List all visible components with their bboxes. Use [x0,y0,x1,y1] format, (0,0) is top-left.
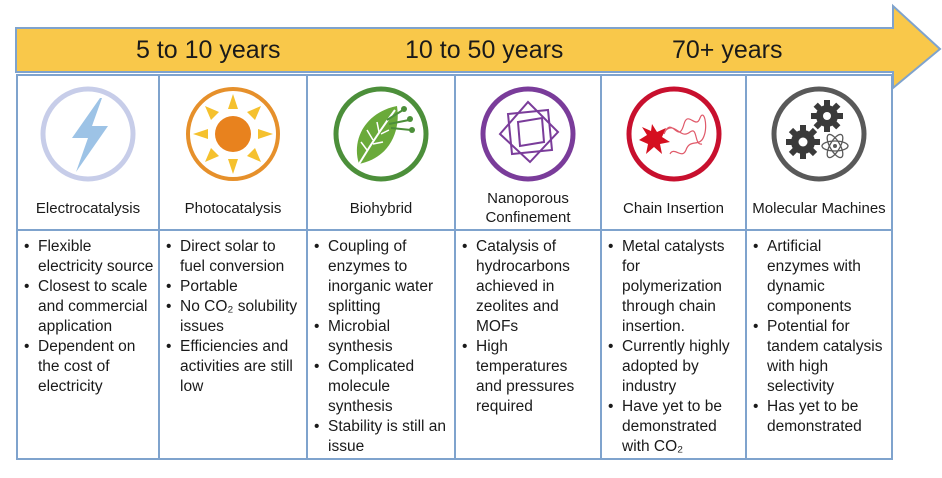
bullet-item: Potential for tandem catalysis with high… [751,317,887,397]
bullet-item: Artificial enzymes with dynamic componen… [751,237,887,317]
polymer-chain-icon [624,84,724,184]
bullet-item: Has yet to be demonstrated [751,397,887,437]
grid-divider [16,74,18,460]
grid-divider [306,74,308,460]
bullet-item: Direct solar to fuel conversion [164,237,302,277]
grid-divider [745,74,747,460]
timeline-arrow [15,3,942,90]
grid-divider [158,74,160,460]
column-title: Nanoporous Confinement [485,190,571,226]
bullet-item: Efficiencies and activities are still lo… [164,337,302,397]
bullet-item: High temperatures and pressures required [460,337,596,417]
column-biohybrid: Biohybrid Coupling of enzymes to inorgan… [308,74,454,460]
column-nanoporous-confinement: Nanoporous Confinement Catalysis of hydr… [456,74,600,460]
leaf-icon [331,84,431,184]
bullet-item: Coupling of enzymes to inorganic water s… [312,237,450,317]
bullet-item: Have yet to be demonstrated with CO₂ [606,397,741,457]
lightning-bolt-icon [38,84,138,184]
column-electrocatalysis: Electrocatalysis Flexible electricity so… [18,74,158,460]
column-title: Molecular Machines [752,199,886,217]
bullet-item: Dependent on the cost of electricity [22,337,154,397]
bullet-list: Direct solar to fuel conversion Portable… [164,237,302,397]
column-title: Biohybrid [349,199,413,217]
timeline-label-mid: 10 to 50 years [405,36,564,64]
bullet-item: Complicated molecule synthesis [312,357,450,417]
bullet-list: Metal catalysts for polymerization throu… [606,237,741,457]
bullet-item: Currently highly adopted by industry [606,337,741,397]
grid-divider [454,74,456,460]
column-chain-insertion: Chain Insertion Metal catalysts for poly… [602,74,745,460]
nested-squares-icon [478,84,578,184]
comparison-table: Electrocatalysis Flexible electricity so… [16,74,893,460]
bullet-item: Microbial synthesis [312,317,450,357]
column-molecular-machines: Molecular Machines Artificial enzymes wi… [747,74,891,460]
grid-divider [891,74,893,460]
grid-divider [600,74,602,460]
gears-atom-icon [769,84,869,184]
column-photocatalysis: Photocatalysis Direct solar to fuel conv… [160,74,306,460]
column-title: Electrocatalysis [35,199,141,217]
bullet-list: Catalysis of hydrocarbons achieved in ze… [460,237,596,417]
sun-icon [183,84,283,184]
bullet-item: Stability is still an issue [312,417,450,457]
timeline-label-far: 70+ years [672,36,783,64]
column-title: Photocatalysis [184,199,282,217]
bullet-item: Closest to scale and commercial applicat… [22,277,154,337]
bullet-item: Metal catalysts for polymerization throu… [606,237,741,337]
bullet-list: Coupling of enzymes to inorganic water s… [312,237,450,457]
bullet-item: Catalysis of hydrocarbons achieved in ze… [460,237,596,337]
bullet-item: No CO₂ solubility issues [164,297,302,337]
timeline-label-near: 5 to 10 years [136,36,281,64]
column-title: Chain Insertion [623,199,724,217]
bullet-item: Portable [164,277,302,297]
bullet-list: Flexible electricity source Closest to s… [22,237,154,397]
bullet-item: Flexible electricity source [22,237,154,277]
bullet-list: Artificial enzymes with dynamic componen… [751,237,887,437]
